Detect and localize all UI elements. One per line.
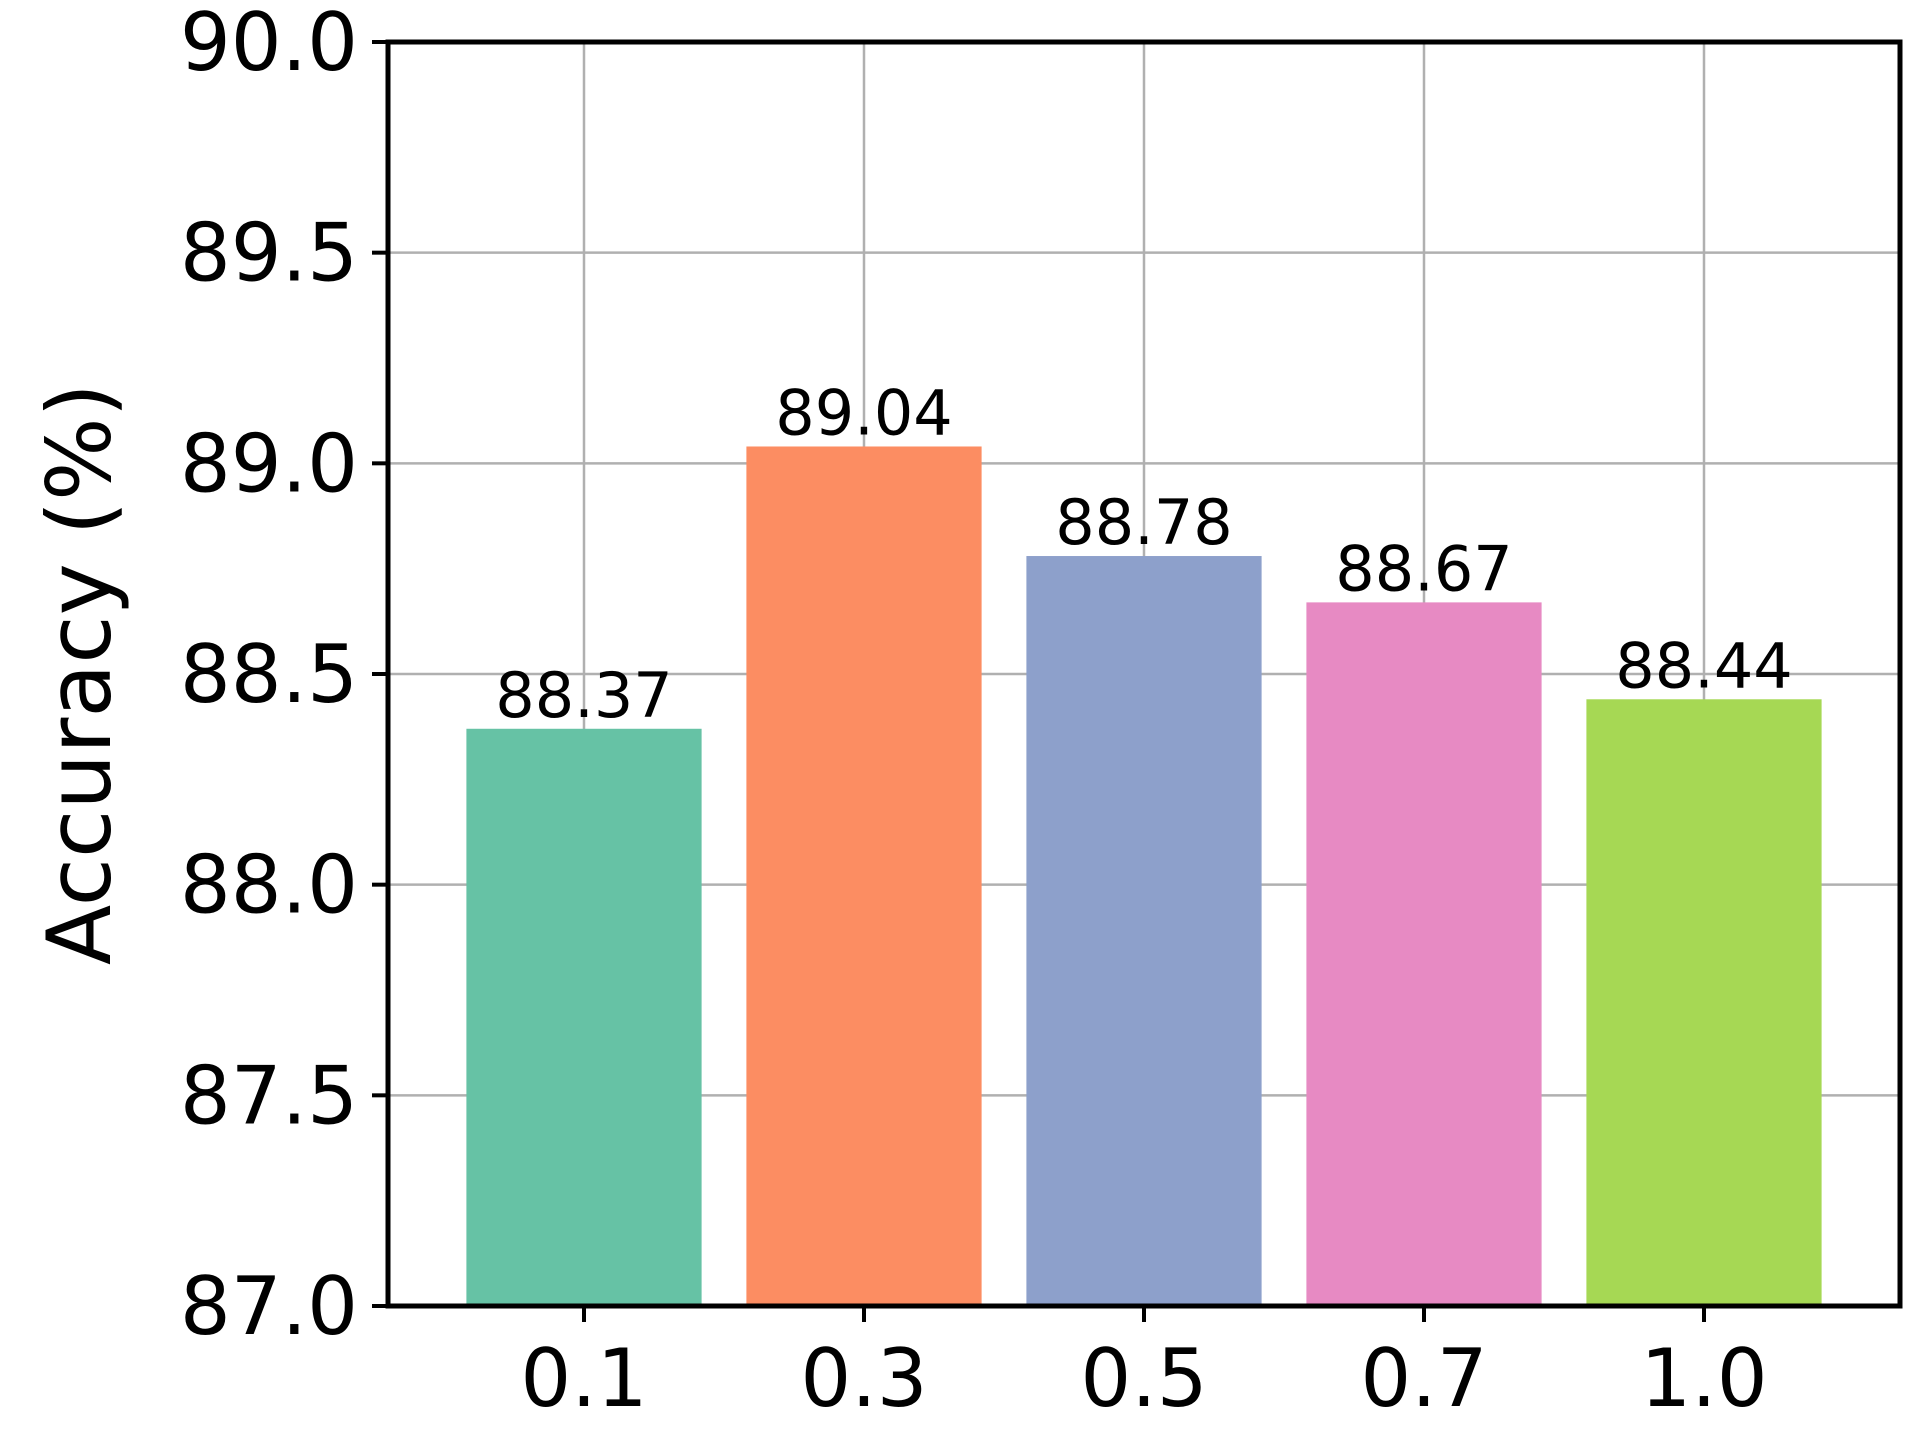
- y-tick-label: 88.0: [180, 839, 358, 932]
- x-tick-label: 0.1: [520, 1332, 647, 1425]
- bar-value-label: 88.37: [495, 659, 673, 732]
- x-tick-label: 0.3: [800, 1332, 927, 1425]
- x-tick-label: 1.0: [1640, 1332, 1767, 1425]
- bar-0-5: [1026, 556, 1262, 1306]
- bar-0-1: [466, 728, 702, 1306]
- y-tick-label: 87.5: [180, 1049, 358, 1142]
- y-tick-label: 88.5: [180, 628, 358, 721]
- x-tick-label: 0.7: [1360, 1332, 1487, 1425]
- bar-value-label: 88.78: [1055, 486, 1233, 559]
- bar-layer: [466, 446, 1822, 1307]
- bar-1-0: [1586, 699, 1822, 1306]
- x-tick-label: 0.5: [1080, 1332, 1207, 1425]
- bar-value-label: 89.04: [775, 376, 953, 449]
- y-tick-label: 87.0: [180, 1260, 358, 1353]
- bar-value-label: 88.67: [1335, 532, 1513, 605]
- bar-0-3: [746, 446, 982, 1307]
- y-tick-label: 89.0: [180, 417, 358, 510]
- y-tick-label: 90.0: [180, 0, 358, 89]
- label-layer: 87.0 87.5 88.0 88.5 89.0 89.5 90.0 0.1 0.3 0.5 0.7…: [180, 0, 1793, 1425]
- bar-0-7: [1306, 602, 1542, 1306]
- y-tick-label: 89.5: [180, 207, 358, 300]
- bar-value-label: 88.44: [1615, 629, 1793, 702]
- tick-layer: [372, 40, 1706, 1322]
- y-axis-title: Accuracy (%): [28, 383, 131, 965]
